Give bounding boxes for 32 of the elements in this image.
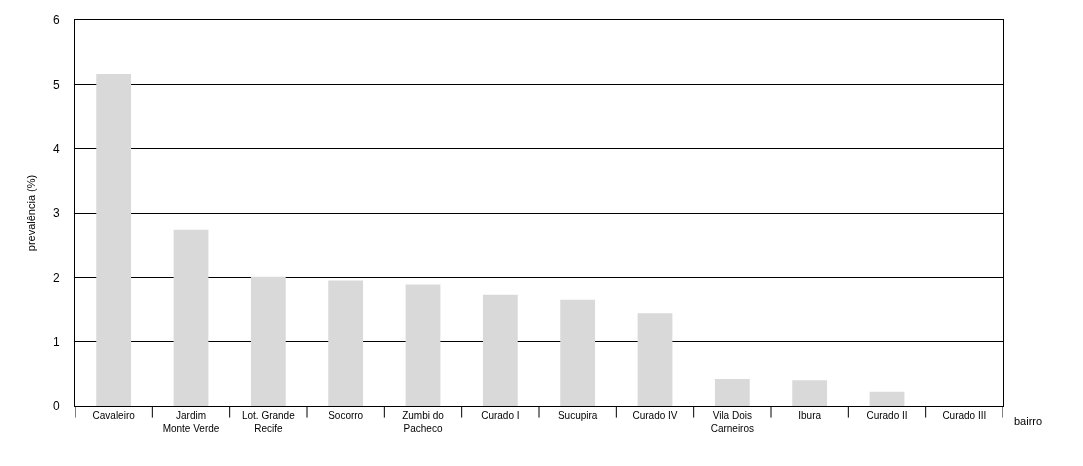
bar — [714, 378, 750, 406]
y-tick-label: 1 — [52, 334, 60, 349]
y-tick-label: 0 — [52, 399, 60, 414]
bar — [637, 313, 673, 406]
y-tick-label: 3 — [52, 206, 60, 221]
x-tick-label: Ibura — [798, 410, 822, 421]
x-tick-label: Curado II — [866, 410, 908, 421]
bar — [405, 284, 441, 406]
x-tick-label: Lot. Grande Recife — [241, 410, 296, 434]
x-tick-label: Curado III — [942, 410, 987, 421]
x-axis-title: bairro — [1014, 415, 1043, 427]
bar — [328, 280, 364, 406]
y-tick-label: 6 — [52, 13, 60, 28]
x-tick-label: Socorro — [328, 410, 364, 421]
bar — [96, 74, 132, 406]
y-tick-label: 5 — [52, 77, 60, 92]
bar — [250, 276, 286, 406]
bar — [792, 380, 828, 406]
bar — [869, 391, 905, 406]
x-tick-label: Sucupira — [557, 410, 598, 421]
x-tick-label: Zumbi do Pacheco — [402, 410, 445, 434]
bar — [173, 229, 209, 406]
y-tick-label: 2 — [52, 270, 60, 285]
bar — [560, 299, 596, 406]
x-tick-label: Cavaleiro — [92, 410, 136, 421]
bar — [482, 294, 518, 406]
x-tick-label: Vila Dois Carneiros — [710, 410, 755, 434]
x-tick-label: Jardim Monte Verde — [162, 410, 220, 434]
x-tick-label: Curado IV — [632, 410, 678, 421]
y-tick-label: 4 — [52, 141, 60, 156]
y-axis-title: prevalência (%) — [24, 174, 37, 252]
x-tick-label: Curado I — [481, 410, 520, 421]
